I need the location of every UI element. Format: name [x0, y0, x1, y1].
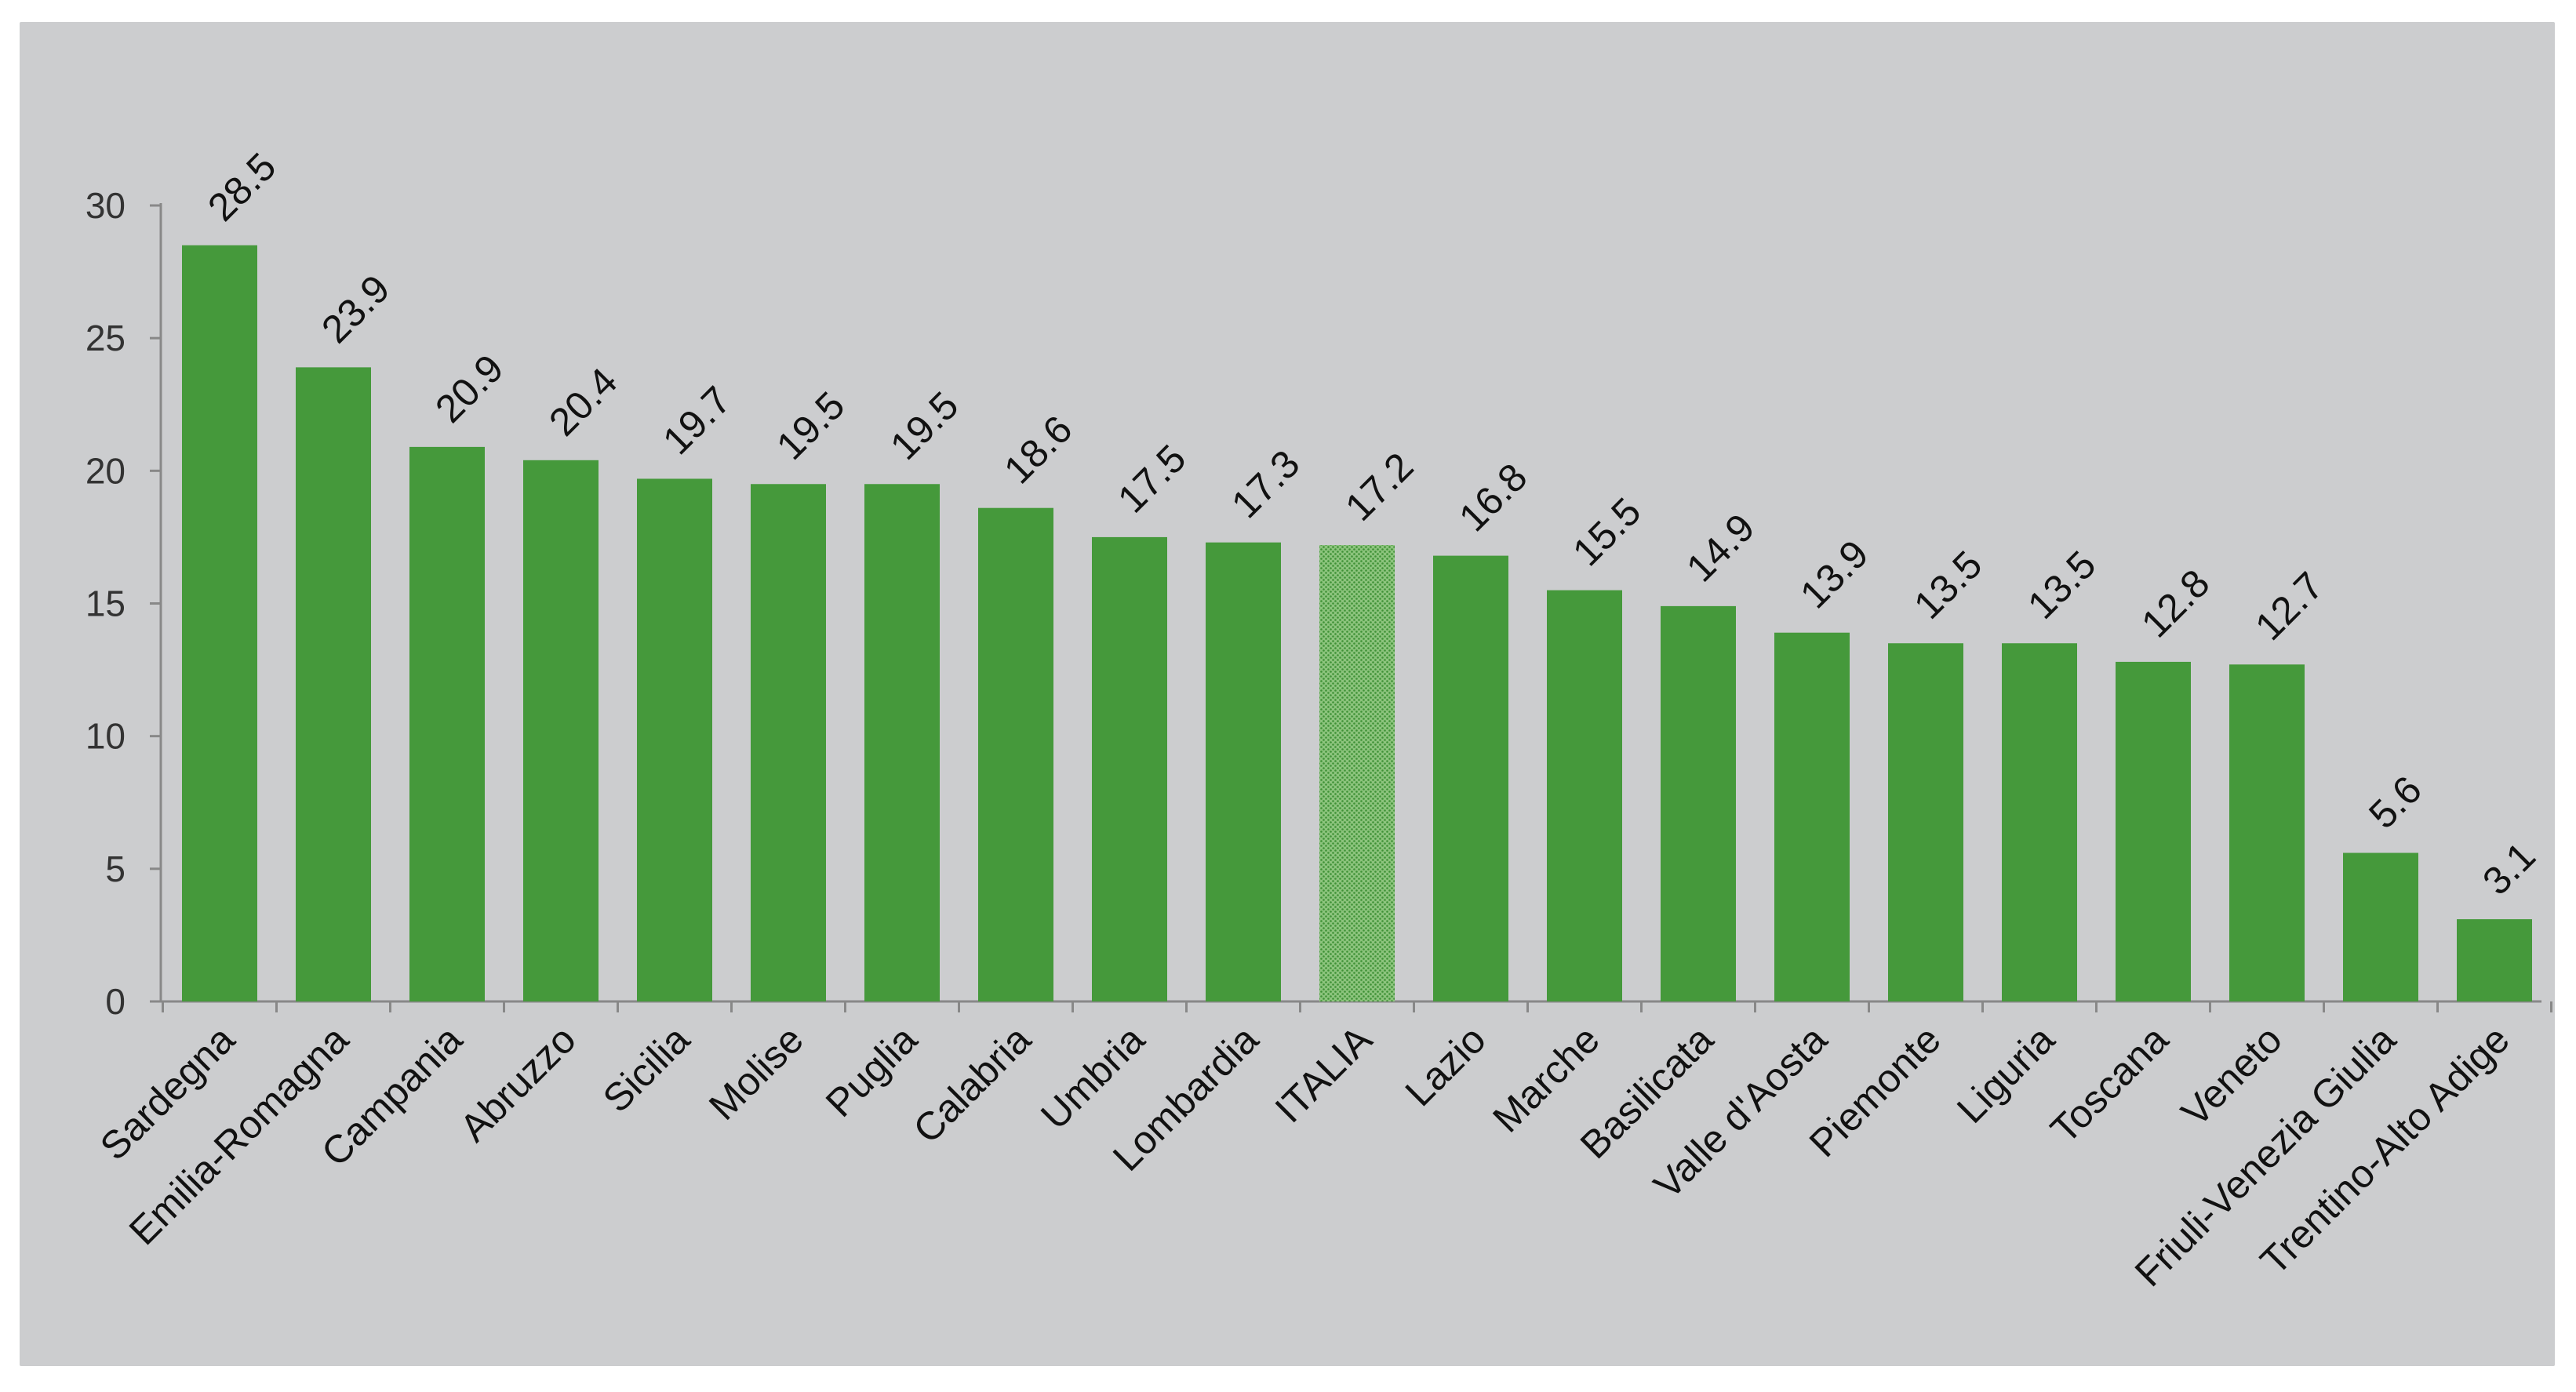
y-tick-label: 25: [86, 318, 126, 358]
data-label: 15.5: [1564, 489, 1649, 574]
bar: [751, 484, 826, 1001]
bar: [864, 484, 940, 1001]
bar: [409, 446, 485, 1001]
data-label: 14.9: [1678, 505, 1763, 590]
data-label: 20.9: [427, 346, 511, 431]
bar: [1433, 555, 1508, 1001]
bar-italia: [1319, 545, 1395, 1001]
category-label: Abruzzo: [451, 1017, 584, 1150]
bar: [296, 367, 371, 1002]
data-label: 13.9: [1792, 532, 1876, 616]
y-tick-label: 0: [105, 981, 126, 1022]
category-label: Lazio: [1397, 1017, 1494, 1114]
data-label: 28.5: [199, 144, 284, 229]
data-label: 5.6: [2360, 768, 2430, 838]
data-label: 3.1: [2474, 834, 2544, 903]
data-label: 18.6: [995, 407, 1080, 492]
category-label: Toscana: [2042, 1017, 2176, 1151]
data-label: 16.8: [1450, 455, 1535, 540]
bar: [182, 245, 257, 1001]
y-tick-label: 5: [105, 849, 126, 889]
bar: [1547, 590, 1622, 1001]
bar: [2116, 661, 2191, 1001]
category-label: Puglia: [817, 1017, 926, 1125]
bar: [523, 460, 599, 1001]
y-tick-label: 20: [86, 450, 126, 491]
y-tick-label: 10: [86, 716, 126, 757]
y-tick-label: 15: [86, 583, 126, 624]
bar: [637, 478, 712, 1001]
data-label: 17.2: [1337, 444, 1421, 529]
data-label: 19.5: [882, 383, 966, 468]
category-label: ITALIA: [1267, 1017, 1381, 1132]
bar: [1888, 643, 1963, 1001]
bar: [2229, 664, 2305, 1001]
bars: [182, 245, 2532, 1002]
bar: [1092, 536, 1167, 1001]
category-label: Sicilia: [595, 1017, 698, 1121]
data-label: 19.7: [654, 378, 739, 463]
data-label: 17.5: [1109, 436, 1194, 521]
bar: [1661, 605, 1736, 1001]
bar: [1774, 632, 1850, 1001]
bar: [1206, 542, 1281, 1001]
data-label: 19.5: [768, 383, 853, 468]
bar: [978, 507, 1053, 1001]
category-label: Molise: [700, 1017, 812, 1129]
data-label: 20.4: [540, 359, 625, 444]
bar: [2457, 919, 2532, 1001]
bar: [2343, 852, 2418, 1001]
bar: [2002, 643, 2077, 1001]
category-label: Liguria: [1948, 1017, 2063, 1132]
data-label: 12.7: [2247, 564, 2331, 649]
category-label: Calabria: [905, 1017, 1039, 1151]
data-label: 13.5: [2019, 543, 2104, 627]
data-label: 13.5: [1905, 543, 1990, 627]
y-tick-label: 30: [86, 185, 126, 226]
data-label: 23.9: [313, 267, 398, 351]
data-label: 17.3: [1223, 442, 1308, 526]
data-label: 12.8: [2133, 561, 2218, 645]
